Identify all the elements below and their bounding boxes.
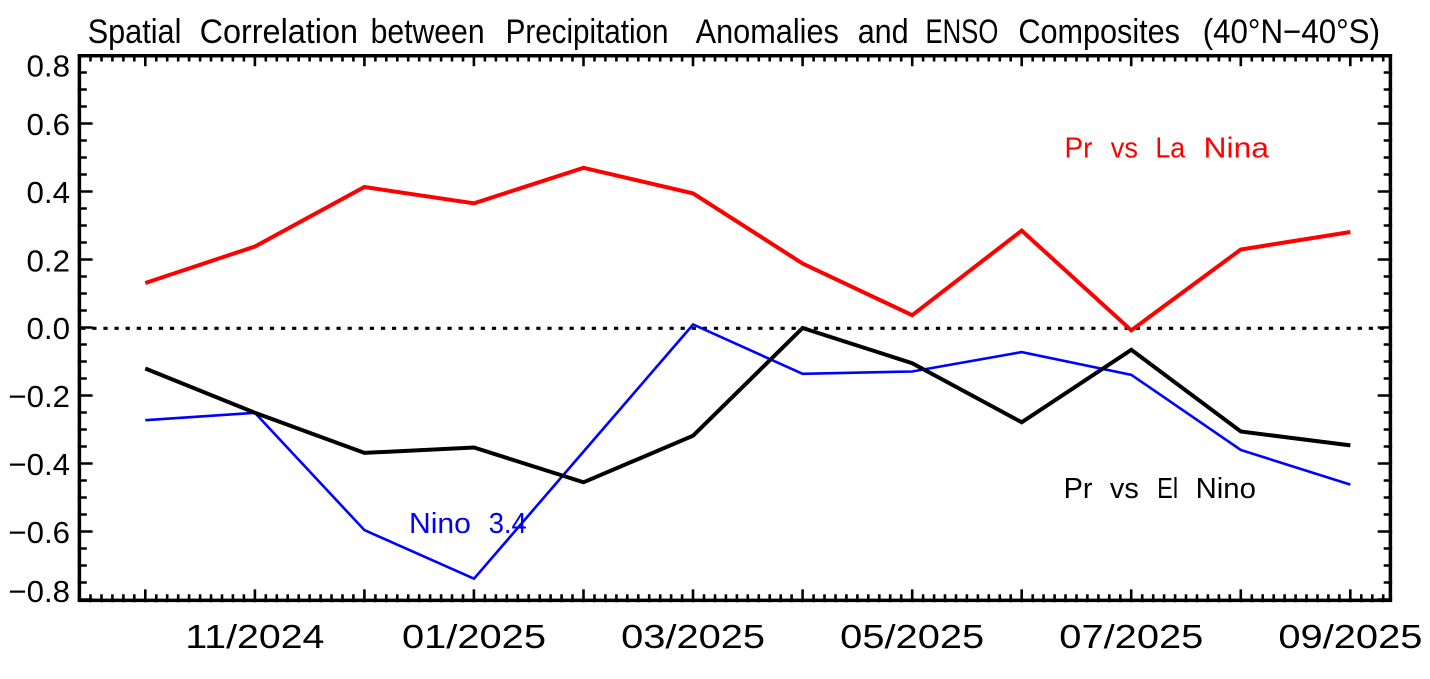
svg-text:05/2025: 05/2025 bbox=[840, 619, 984, 656]
svg-text:0.6: 0.6 bbox=[27, 107, 71, 142]
svg-text:11/2024: 11/2024 bbox=[185, 619, 324, 656]
svg-text:0.0: 0.0 bbox=[27, 311, 71, 346]
svg-text:0.4: 0.4 bbox=[27, 175, 71, 210]
svg-text:−0.2: −0.2 bbox=[8, 379, 70, 414]
svg-text:01/2025: 01/2025 bbox=[402, 619, 546, 656]
svg-text:07/2025: 07/2025 bbox=[1059, 619, 1203, 656]
svg-text:−0.8: −0.8 bbox=[8, 574, 70, 609]
svg-text:0.8: 0.8 bbox=[27, 49, 71, 84]
svg-text:0.2: 0.2 bbox=[27, 243, 71, 278]
svg-text:−0.4: −0.4 bbox=[8, 447, 70, 482]
svg-text:03/2025: 03/2025 bbox=[621, 619, 765, 656]
svg-text:09/2025: 09/2025 bbox=[1278, 619, 1422, 656]
svg-text:−0.6: −0.6 bbox=[8, 515, 70, 550]
